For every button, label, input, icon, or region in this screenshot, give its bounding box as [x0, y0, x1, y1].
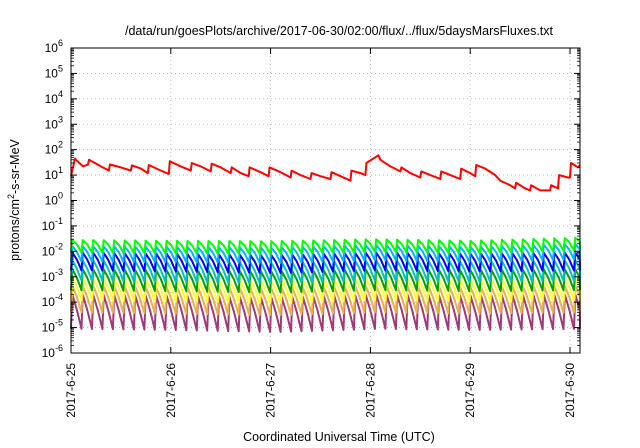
y-tick-exponent: 3	[58, 114, 63, 124]
x-axis-label: Coordinated Universal Time (UTC)	[243, 430, 435, 444]
y-tick-label: 102	[45, 140, 63, 157]
x-tick-labels: 2017-6-25 2017-6-26 2017-6-27 2017-6-28 2017…	[64, 363, 577, 418]
y-tick-exponent: 2	[58, 140, 63, 150]
y-tick-base: 10	[42, 321, 56, 335]
y-tick-base: 10	[45, 168, 59, 182]
x-tick-label: 2017-6-30	[563, 363, 577, 418]
chart-title: /data/run/goesPlots/archive/2017-06-30/0…	[125, 24, 554, 38]
axis-ticks	[70, 47, 580, 354]
y-tick-label: 105	[45, 63, 63, 80]
y-axis-label-main: protons/cm	[8, 199, 22, 261]
y-tick-exponent: -3	[55, 267, 63, 277]
x-tick-label: 2017-6-29	[463, 363, 477, 418]
x-tick-label: 2017-6-27	[264, 363, 278, 418]
y-tick-label: 10-5	[42, 318, 63, 335]
x-tick-label: 2017-6-25	[64, 363, 78, 418]
y-tick-label: 101	[45, 165, 63, 182]
y-tick-exponent: -1	[55, 216, 63, 226]
data-series	[70, 154, 581, 333]
y-tick-exponent: 4	[58, 89, 63, 99]
y-tick-exponent: 6	[58, 38, 63, 48]
y-tick-base: 10	[45, 92, 59, 106]
y-axis-label-unit: -s-sr-MeV	[8, 138, 22, 194]
series-line	[70, 236, 581, 255]
y-tick-base: 10	[42, 244, 56, 258]
x-tick-label: 2017-6-28	[363, 363, 377, 418]
y-tick-label: 106	[45, 38, 63, 55]
y-tick-base: 10	[45, 66, 59, 80]
y-tick-label: 10-6	[42, 343, 63, 360]
y-axis-label: protons/cm2-s-sr-MeV	[6, 138, 22, 260]
y-tick-exponent: -5	[55, 318, 63, 328]
y-axis-label-exponent: 2	[6, 194, 16, 199]
y-tick-label: 103	[45, 114, 63, 131]
y-tick-base: 10	[45, 117, 59, 131]
y-tick-base: 10	[45, 194, 59, 208]
y-tick-label: 104	[45, 89, 63, 106]
y-tick-base: 10	[45, 41, 59, 55]
y-tick-exponent: 5	[58, 63, 63, 73]
y-tick-exponent: 1	[58, 165, 63, 175]
y-tick-exponent: -4	[55, 292, 63, 302]
x-tick-label: 2017-6-26	[164, 363, 178, 418]
y-tick-label: 10-2	[42, 241, 63, 258]
y-tick-label: 10-4	[42, 292, 63, 309]
y-tick-labels: 10-610-510-410-310-210-11001011021031041…	[42, 38, 63, 360]
y-tick-base: 10	[42, 346, 56, 360]
y-tick-label: 100	[45, 191, 63, 208]
y-tick-base: 10	[42, 270, 56, 284]
y-tick-label: 10-1	[42, 216, 63, 233]
y-tick-exponent: -6	[55, 343, 63, 353]
y-tick-base: 10	[42, 219, 56, 233]
series-line	[70, 242, 581, 264]
y-tick-base: 10	[42, 295, 56, 309]
y-tick-exponent: -2	[55, 241, 63, 251]
y-tick-base: 10	[45, 143, 59, 157]
series-line	[70, 154, 581, 192]
y-tick-exponent: 0	[58, 191, 63, 201]
y-tick-label: 10-3	[42, 267, 63, 284]
